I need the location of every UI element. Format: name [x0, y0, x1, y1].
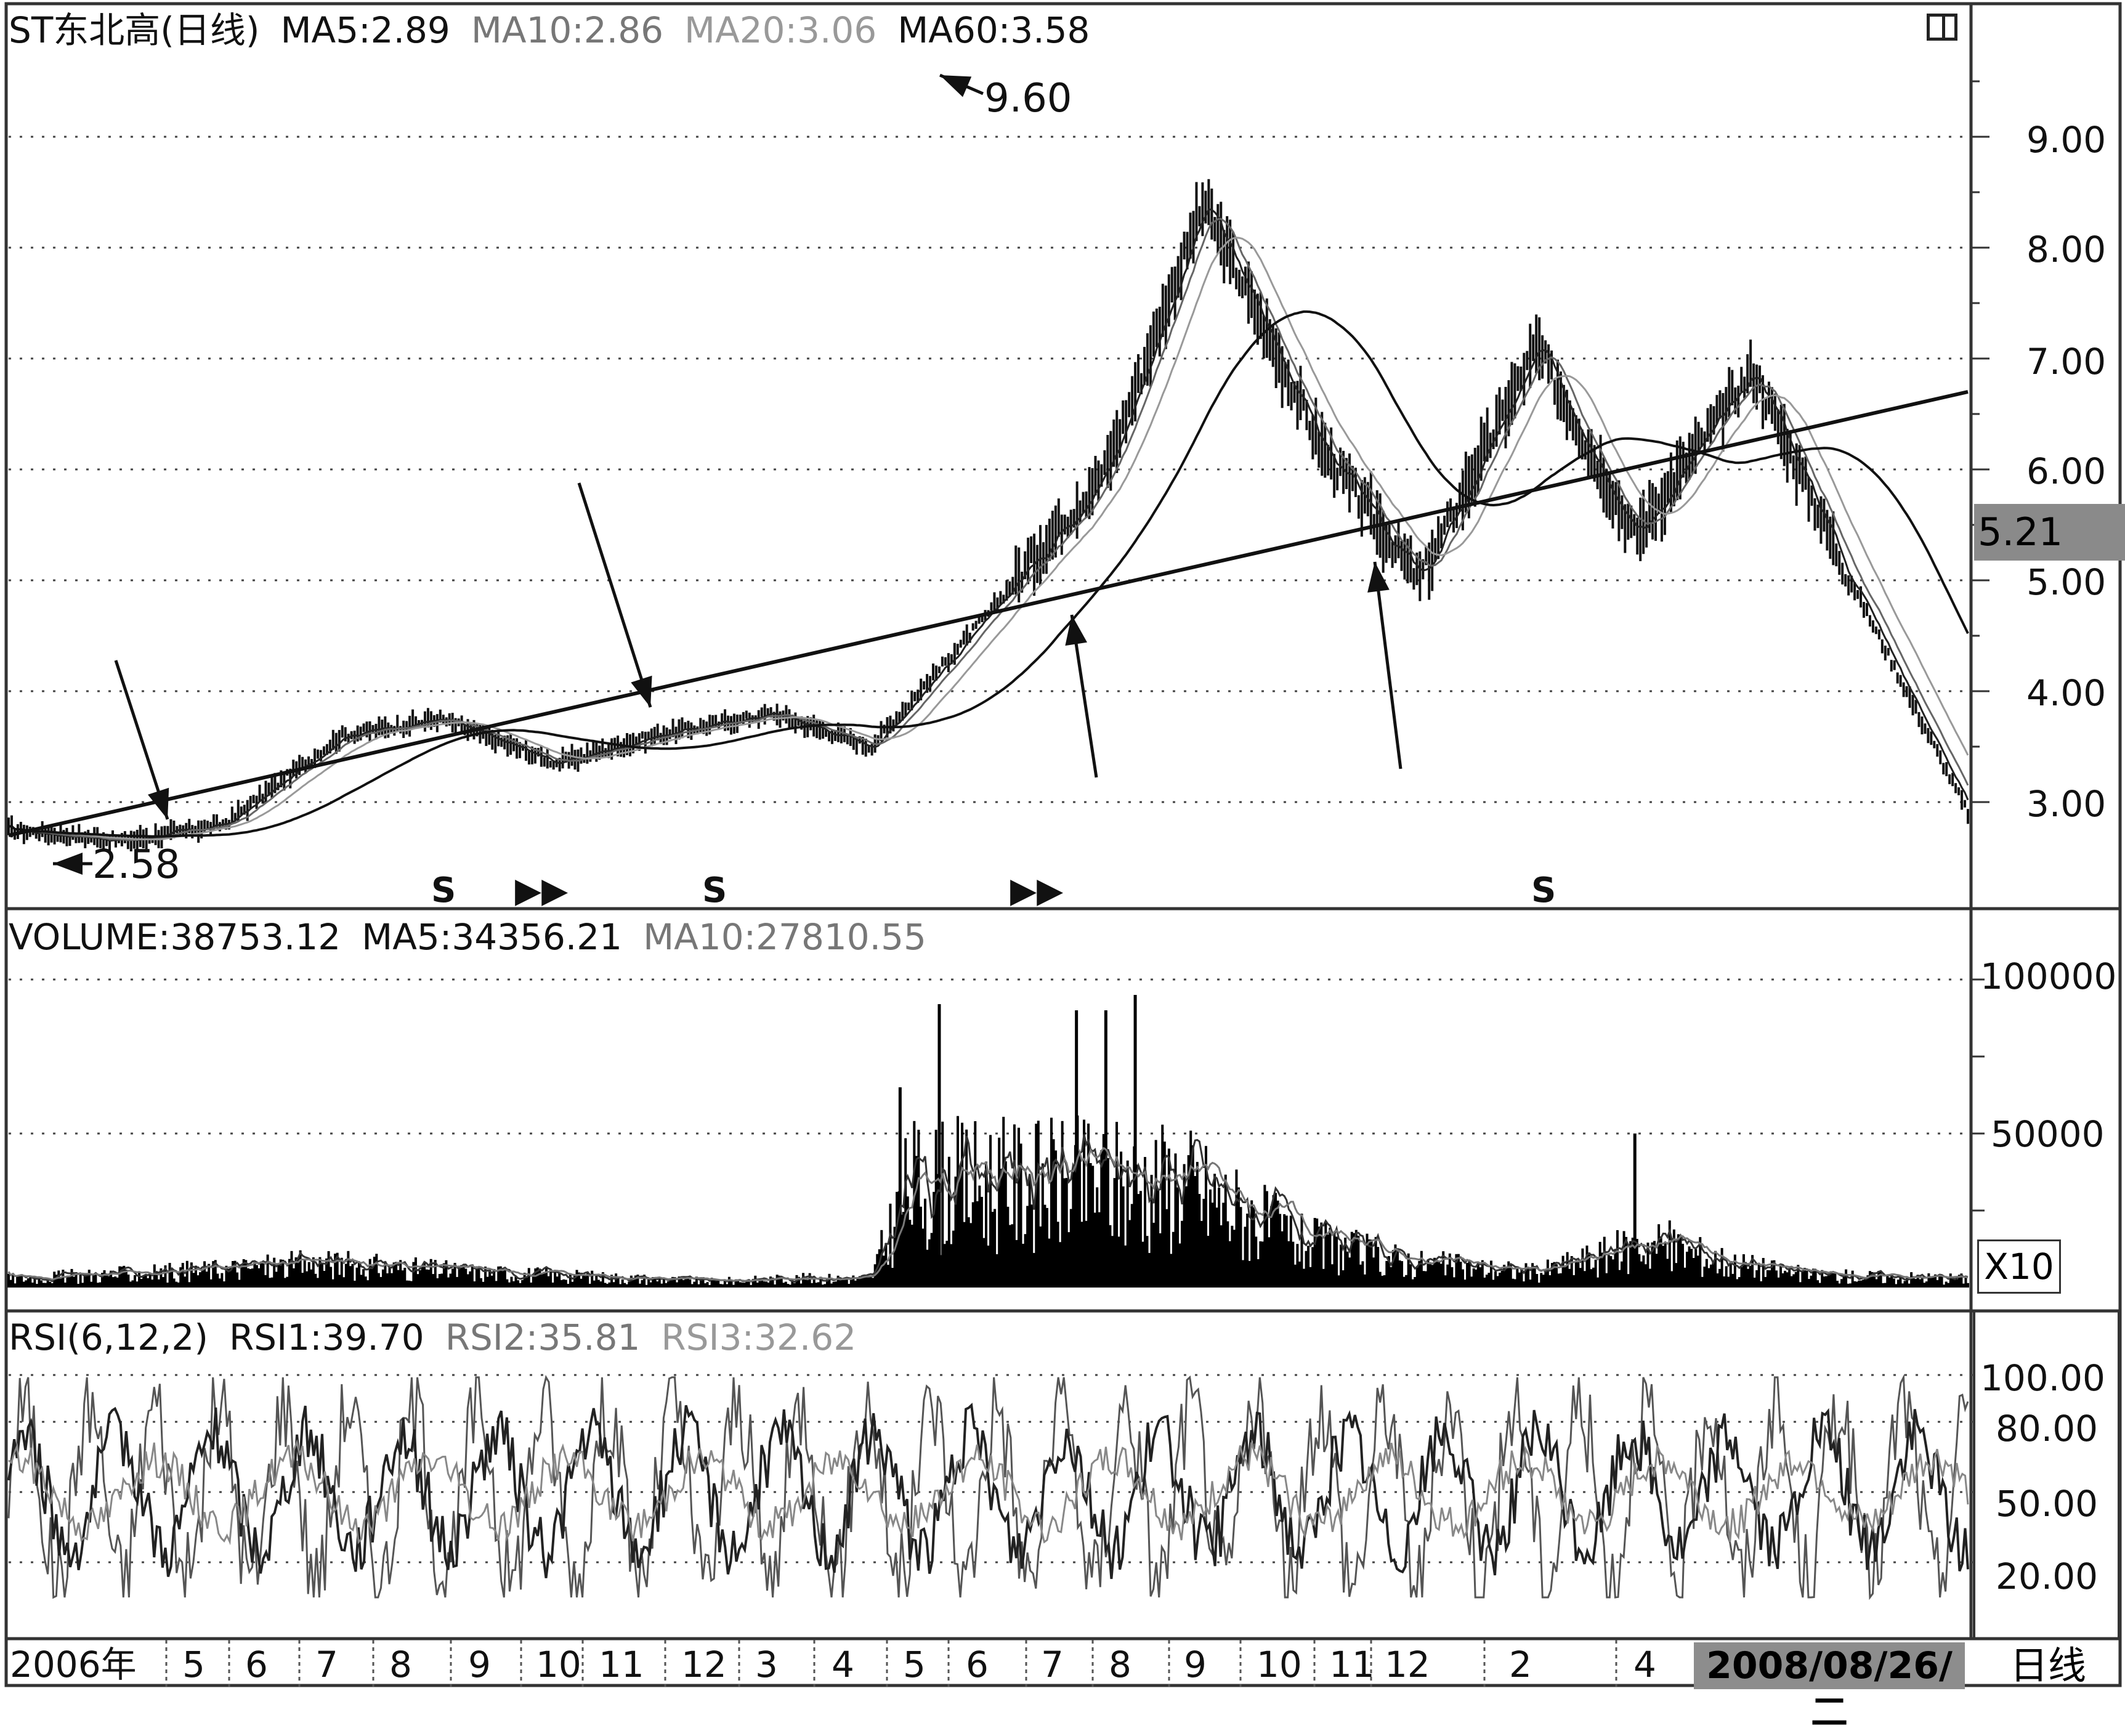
stock-title: ST东北高(日线) [9, 9, 260, 51]
high-price-label: 9.60 [984, 76, 1072, 121]
volume-scale-button[interactable]: X10 [1977, 1239, 2061, 1294]
price-tick: 3.00 [2026, 783, 2107, 825]
up-arrow-icon-head [1065, 615, 1087, 646]
price-tick: 7.00 [2026, 341, 2107, 383]
down-arrow-icon-head [148, 787, 169, 819]
date-label: 9 [1184, 1644, 1207, 1685]
rsi-tick: 100.00 [1980, 1357, 2105, 1399]
price-series [7, 179, 1969, 852]
date-label: 9 [468, 1644, 491, 1685]
date-label: 4 [832, 1644, 854, 1685]
date-label: 7 [315, 1644, 338, 1685]
rsi-tick: 80.00 [1996, 1408, 2099, 1450]
ma20-line [9, 237, 1969, 841]
rsi2-line [7, 1402, 1969, 1580]
ma10-line [9, 217, 1969, 842]
ma60-line [9, 310, 1969, 838]
volume-label: VOLUME:38753.12 [9, 916, 341, 958]
rsi-legend: RSI(6,12,2) RSI1:39.70 RSI2:35.81 RSI3:32.6… [9, 1320, 877, 1355]
signal-fast-forward: ▶▶ [515, 870, 569, 911]
up-arrow-icon-head [1367, 562, 1390, 593]
rsi2-label: RSI2:35.81 [445, 1316, 641, 1358]
volume-tick: 100000 [1980, 955, 2117, 997]
period-button[interactable]: 日线 [2009, 1643, 2086, 1688]
signal-s: S [431, 870, 456, 911]
date-label: 11 [1329, 1644, 1375, 1685]
ma5-label: MA5:2.89 [280, 9, 450, 51]
signal-s: S [702, 870, 727, 911]
high-pointer-arrow-head [940, 75, 972, 97]
date-label: 12 [681, 1644, 727, 1685]
price-tick: 6.00 [2026, 450, 2107, 492]
rsi3-label: RSI3:32.62 [661, 1316, 857, 1358]
volume-ma-lines [7, 1134, 1969, 1283]
date-label: 10 [1257, 1644, 1302, 1685]
volume-tick: 50000 [1991, 1113, 2105, 1155]
rsi-tick: 50.00 [1996, 1483, 2099, 1525]
up-arrow-icon [1373, 561, 1402, 769]
rsi-tick: 20.00 [1996, 1556, 2099, 1597]
signal-fast-forward: ▶▶ [1010, 870, 1064, 911]
current-price-tag: 5.21 [1974, 504, 2125, 561]
date-label: 5 [903, 1644, 926, 1685]
current-date-label: 2008/08/26/二 [1694, 1642, 1965, 1734]
date-label: 6 [966, 1644, 989, 1685]
rsi-label: RSI(6,12,2) [9, 1316, 208, 1358]
price-tick: 5.00 [2026, 561, 2107, 603]
price-tick: 4.00 [2026, 672, 2107, 714]
rsi-series [7, 1373, 1969, 1600]
volume-grid [9, 978, 1971, 1135]
price-tick: 8.00 [2026, 229, 2107, 270]
signal-s: S [1531, 870, 1556, 911]
volume-ma5-label: MA5:34356.21 [362, 916, 623, 958]
date-label: 6 [245, 1644, 268, 1685]
date-label: 11 [599, 1644, 644, 1685]
volume-ma10-line [7, 1146, 1969, 1282]
down-arrow-icon-head [631, 675, 652, 707]
date-label: 3 [755, 1644, 778, 1685]
date-label: 12 [1385, 1644, 1430, 1685]
date-label: 8 [389, 1644, 412, 1685]
price-legend: ST东北高(日线) MA5:2.89 MA10:2.86 MA20:3.06 MA60:… [9, 12, 1111, 48]
chart-frame [4, 2, 2122, 1687]
low-price-label: 2.58 [92, 842, 180, 888]
volume-axis-ticks [1971, 80, 1989, 1212]
rsi3-line [8, 1439, 1969, 1546]
ma20-label: MA20:3.06 [684, 9, 877, 51]
annotation-arrows [53, 73, 1402, 875]
volume-bars [7, 995, 1969, 1288]
down-arrow-icon [577, 482, 652, 708]
low-pointer-arrow-head [53, 853, 83, 875]
rsi1-label: RSI1:39.70 [229, 1316, 424, 1358]
ma5-line [9, 208, 1969, 842]
volume-ma5-line [7, 1134, 1969, 1283]
support-trendline [8, 390, 1969, 837]
date-label: 2006年 [10, 1644, 137, 1685]
volume-ma10-label: MA10:27810.55 [643, 916, 926, 958]
date-label: 7 [1041, 1644, 1064, 1685]
layout-toggle-icon[interactable] [1927, 14, 1957, 41]
ma60-label: MA60:3.58 [897, 9, 1090, 51]
date-axis-ticks [165, 1640, 1617, 1687]
date-label: 2 [1509, 1644, 1532, 1685]
volume-legend: VOLUME:38753.12 MA5:34356.21 MA10:27810.55 [9, 919, 947, 955]
date-label: 8 [1109, 1644, 1131, 1685]
ma10-label: MA10:2.86 [471, 9, 664, 51]
stock-chart[interactable] [0, 0, 2125, 1689]
date-label: 10 [536, 1644, 581, 1685]
rsi-axis-box [1973, 1310, 2120, 1640]
date-label: 5 [182, 1644, 205, 1685]
price-tick: 9.00 [2026, 119, 2107, 161]
date-label: 4 [1633, 1644, 1656, 1685]
